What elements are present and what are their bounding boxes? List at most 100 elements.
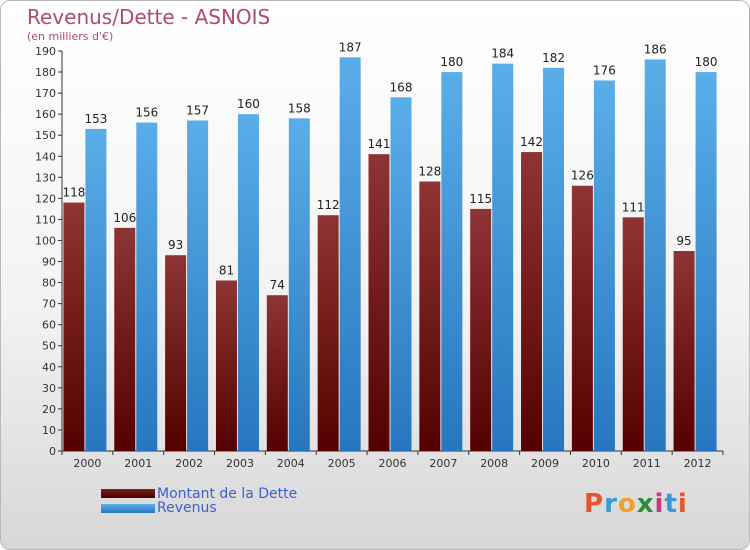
bar-debt [368, 154, 390, 451]
bar-debt [571, 185, 593, 451]
bar-debt [317, 215, 339, 451]
data-label-debt: 111 [622, 200, 645, 214]
bar-debt [673, 251, 695, 451]
bar-revenus [593, 80, 615, 451]
data-label-debt: 118 [62, 186, 85, 200]
bar-revenus [695, 72, 717, 451]
bar-revenus [492, 63, 514, 451]
y-tick-label: 90 [42, 256, 56, 269]
y-tick-label: 120 [35, 192, 56, 205]
y-tick-label: 150 [35, 129, 56, 142]
bar-debt [215, 280, 237, 451]
y-tick-label: 160 [35, 108, 56, 121]
legend-label-revenus: Revenus [157, 500, 217, 516]
data-label-revenus: 168 [390, 80, 413, 94]
bar-debt [419, 181, 441, 452]
data-label-revenus: 153 [84, 112, 107, 126]
bar-revenus [644, 59, 666, 451]
bars [63, 57, 717, 452]
data-label-debt: 142 [520, 135, 543, 149]
chart-title: Revenus/Dette - ASNOIS [27, 5, 271, 29]
data-label-debt: 93 [168, 238, 183, 252]
data-label-revenus: 157 [186, 103, 209, 117]
logo-letter: r [604, 489, 618, 519]
axes: 0 10 20 30 40 50 60 70 80 90 100 110 120 130 140 150 160… [35, 45, 724, 470]
data-label-revenus: 186 [644, 42, 667, 56]
data-label-debt: 95 [676, 234, 691, 248]
bar-revenus [339, 57, 361, 451]
bar-debt [114, 227, 136, 451]
y-tick-label: 190 [35, 45, 56, 58]
data-label-revenus: 187 [339, 40, 362, 54]
bar-debt [266, 295, 288, 451]
data-label-revenus: 158 [288, 101, 311, 115]
y-tick-label: 0 [49, 445, 56, 458]
bar-revenus [136, 122, 158, 451]
bar-debt [165, 255, 187, 451]
y-tick-label: 100 [35, 234, 56, 247]
proxiti-logo: Proxiti [584, 489, 688, 519]
x-tick-label: 2004 [277, 457, 305, 470]
y-tick-label: 20 [42, 403, 56, 416]
bar-revenus [390, 97, 412, 451]
legend-swatch-revenus [101, 504, 155, 513]
x-tick-label: 2007 [429, 457, 457, 470]
logo-letter: P [584, 489, 605, 519]
bar-revenus [85, 128, 107, 451]
y-tick-label: 40 [42, 361, 56, 374]
y-tick-label: 60 [42, 319, 56, 332]
chart-subtitle: (en milliers d'€) [27, 30, 114, 43]
logo-letter: t [664, 489, 678, 519]
y-tick-label: 140 [35, 150, 56, 163]
data-label-debt: 115 [469, 192, 492, 206]
data-label-debt: 141 [368, 137, 391, 151]
x-tick-label: 2012 [684, 457, 712, 470]
bar-debt [470, 208, 492, 451]
x-tick-label: 2010 [582, 457, 610, 470]
x-tick-label: 2011 [633, 457, 661, 470]
logo-letter: x [636, 489, 655, 519]
bar-revenus [187, 120, 209, 451]
data-label-debt: 81 [219, 263, 234, 277]
data-label-revenus: 180 [695, 55, 718, 69]
data-label-debt: 74 [270, 278, 285, 292]
legend-label-debt: Montant de la Dette [157, 486, 298, 502]
y-tick-label: 10 [42, 424, 56, 437]
y-tick-label: 70 [42, 298, 56, 311]
x-tick-label: 2005 [328, 457, 356, 470]
data-label-revenus: 156 [135, 106, 158, 120]
data-label-revenus: 184 [491, 47, 514, 61]
y-tick-label: 170 [35, 87, 56, 100]
data-label-revenus: 180 [440, 55, 463, 69]
bar-revenus [441, 72, 463, 451]
logo-letter: i [654, 489, 665, 519]
x-tick-label: 2006 [379, 457, 407, 470]
data-label-revenus: 176 [593, 63, 616, 77]
data-label-debt: 128 [418, 165, 441, 179]
bar-revenus [237, 114, 259, 451]
x-tick-label: 2008 [480, 457, 508, 470]
data-label-revenus: 182 [542, 51, 565, 65]
x-tick-label: 2000 [73, 457, 101, 470]
bar-revenus [288, 118, 310, 452]
bar-debt [622, 217, 644, 451]
bar-debt [63, 202, 85, 451]
y-tick-label: 110 [35, 213, 56, 226]
y-tick-label: 50 [42, 340, 56, 353]
y-tick-label: 130 [35, 171, 56, 184]
logo-letter: o [617, 489, 637, 519]
y-tick-label: 30 [42, 382, 56, 395]
y-tick-label: 80 [42, 277, 56, 290]
bar-debt [521, 152, 543, 452]
x-tick-label: 2009 [531, 457, 559, 470]
data-labels: 118 153 106 156 93 157 81 160 74 158 112 187 141 168 1… [62, 40, 717, 292]
legend-swatch-debt [101, 489, 155, 498]
x-tick-label: 2002 [175, 457, 203, 470]
data-label-revenus: 160 [237, 97, 260, 111]
x-tick-label: 2003 [226, 457, 254, 470]
logo-letter: i [677, 489, 688, 519]
bar-revenus [543, 67, 565, 451]
y-tick-label: 180 [35, 66, 56, 79]
